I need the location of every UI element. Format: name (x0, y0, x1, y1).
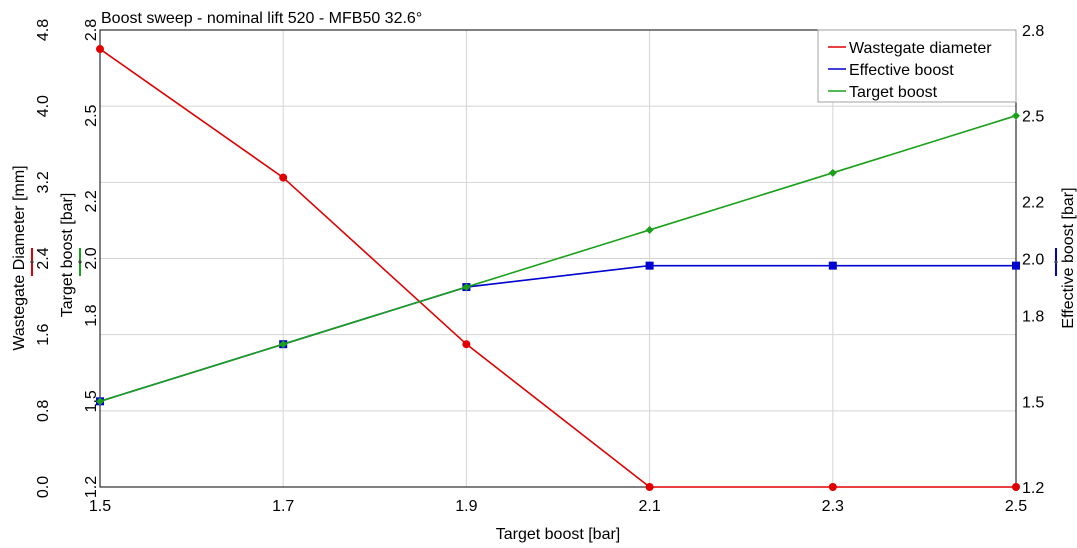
wastegate-diameter-point (96, 45, 104, 54)
axis-color-keys (30, 248, 1058, 276)
chart-title: Boost sweep - nominal lift 520 - MFB50 3… (101, 10, 422, 27)
wastegate-tick-label: 0.0 (35, 476, 52, 498)
axis-ticks: 1.5 1.7 1.9 2.1 2.3 2.5 0.0 0.8 1.6 2.4 3.2 4.0 4.8 1… (35, 19, 1044, 515)
target-boost-line (99, 114, 1017, 403)
effective-tick-label: 2.2 (1022, 194, 1044, 211)
x-tick-label: 1.7 (272, 498, 294, 515)
target-tick-label: 1.2 (83, 476, 100, 498)
effective-tick-label: 1.5 (1022, 394, 1044, 411)
effective-boost-point (828, 261, 837, 270)
legend-wastegate-diameter-label: Wastegate diameter (849, 40, 992, 57)
target-boost-axis-title: Target boost [bar] (59, 193, 76, 318)
legend-box (817, 29, 1017, 103)
target-tick-label: 2.0 (83, 247, 100, 269)
x-tick-label: 1.9 (455, 498, 477, 515)
effective-tick-label: 1.2 (1022, 480, 1044, 497)
wastegate-tick-label: 4.0 (35, 95, 52, 117)
legend-target-boost-label: Target boost (849, 84, 938, 101)
effective-boost-point (645, 261, 654, 270)
wastegate-tick-label: 1.6 (35, 323, 52, 345)
wastegate-diameter-point (828, 483, 837, 491)
wastegate-diameter-line (99, 48, 1016, 488)
effective-tick-label: 2.5 (1022, 109, 1044, 126)
target-boost-point (828, 168, 837, 177)
x-tick-label: 2.1 (638, 498, 660, 515)
target-boost-point (645, 225, 654, 234)
series-lines (96, 43, 1020, 491)
wastegate-diameter-point (279, 173, 288, 182)
wastegate-tick-label: 3.2 (35, 171, 52, 193)
plot-frame (99, 29, 1017, 488)
target-tick-label: 2.5 (83, 104, 100, 126)
target-boost-overlap-point (464, 285, 469, 290)
x-axis-title: Target boost [bar] (496, 526, 621, 543)
wastegate-color-key-dot (30, 260, 34, 264)
x-tick-label: 2.3 (822, 498, 844, 515)
legend: Wastegate diameter Effective boost Target … (817, 29, 1017, 103)
effective-tick-label: 2.0 (1022, 252, 1044, 269)
target-boost-overlap-point (98, 399, 102, 404)
effective-boost-color-key-dot (1054, 260, 1058, 264)
effective-tick-label: 2.8 (1022, 23, 1044, 40)
effective-boost-line (99, 264, 1016, 403)
wastegate-diameter-point (462, 340, 471, 349)
x-tick-label: 2.5 (1005, 498, 1027, 515)
target-tick-label: 1.8 (83, 304, 100, 326)
legend-effective-boost-label: Effective boost (849, 62, 954, 79)
wastegate-tick-label: 0.8 (35, 400, 52, 422)
target-tick-label: 2.2 (83, 190, 100, 212)
effective-boost-point (1012, 261, 1020, 270)
target-boost-overlap-point (281, 342, 286, 347)
effective-boost-axis-title: Effective boost [bar] (1060, 187, 1077, 328)
x-tick-label: 1.5 (89, 498, 111, 515)
wastegate-diameter-point (1012, 483, 1020, 491)
target-boost-color-key-dot (78, 260, 82, 264)
target-tick-label: 1.5 (83, 390, 100, 412)
target-tick-label: 2.8 (83, 19, 100, 41)
effective-tick-label: 1.8 (1022, 309, 1044, 326)
target-boost-point (1012, 111, 1020, 120)
wastegate-tick-label: 4.8 (35, 19, 52, 41)
wastegate-tick-label: 2.4 (35, 247, 52, 269)
wastegate-axis-title: Wastegate Diameter [mm] (11, 165, 28, 350)
wastegate-diameter-point (645, 483, 654, 491)
